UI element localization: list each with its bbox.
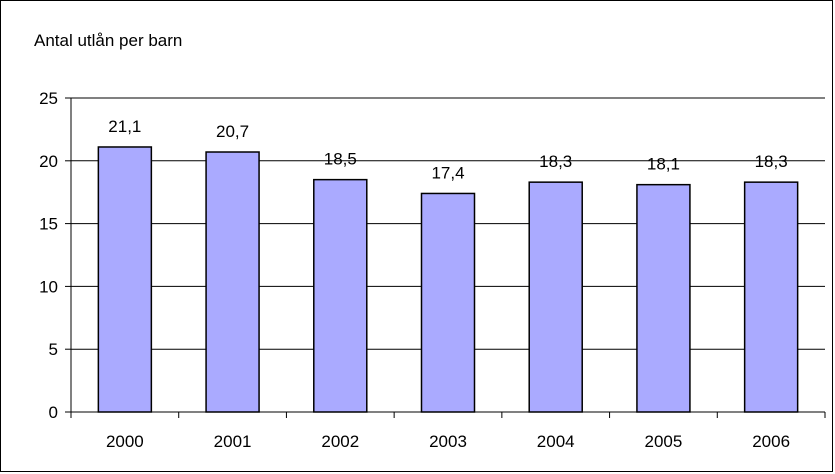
- x-tick-label: 2006: [752, 432, 790, 451]
- data-labels: 21,1 20,7 18,5 17,4 18,3 18,1 18,3: [108, 117, 787, 182]
- y-tick-label: 5: [49, 340, 58, 359]
- bars: [97, 146, 799, 413]
- bar: [528, 181, 583, 413]
- data-label: 18,1: [647, 155, 680, 174]
- x-tick-labels: 2000 2001 2002 2003 2004 2005 2006: [106, 432, 790, 451]
- chart-title: Antal utlån per barn: [34, 31, 183, 50]
- bar: [97, 146, 153, 413]
- bar: [205, 151, 260, 413]
- y-tick-label: 25: [39, 89, 58, 108]
- y-tick-label: 0: [49, 403, 58, 422]
- data-label: 17,4: [431, 163, 464, 182]
- x-tick-label: 2001: [214, 432, 252, 451]
- bar: [743, 181, 799, 413]
- y-tick-labels: 0 5 10 15 20 25: [39, 89, 58, 422]
- data-label: 18,3: [539, 152, 572, 171]
- x-tick-label: 2002: [321, 432, 359, 451]
- x-tick-label: 2004: [537, 432, 575, 451]
- y-tick-label: 10: [39, 277, 58, 296]
- data-label: 18,5: [324, 150, 357, 169]
- axes: [65, 97, 826, 418]
- bar: [636, 183, 691, 413]
- x-tick-label: 2000: [106, 432, 144, 451]
- y-tick-label: 15: [39, 215, 58, 234]
- x-tick-label: 2003: [429, 432, 467, 451]
- data-label: 21,1: [108, 117, 141, 136]
- data-label: 20,7: [216, 122, 249, 141]
- data-label: 18,3: [755, 152, 788, 171]
- bar: [420, 192, 476, 413]
- y-tick-label: 20: [39, 152, 58, 171]
- x-tick-label: 2005: [645, 432, 683, 451]
- bar: [313, 178, 368, 413]
